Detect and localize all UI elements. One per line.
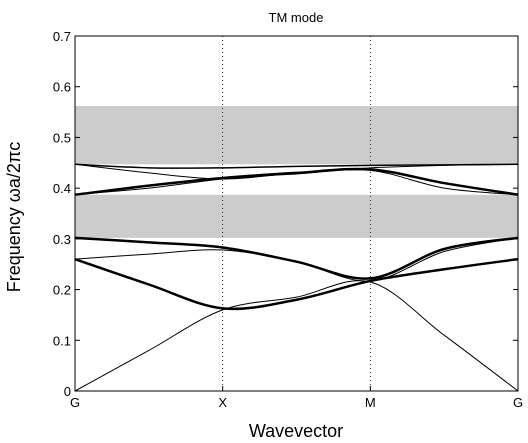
x-tick-label: G [513, 395, 523, 410]
x-tick-label: M [365, 395, 376, 410]
y-tick-label: 0 [64, 384, 71, 399]
band-gap-2 [75, 105, 518, 165]
band-2 [74, 257, 519, 311]
y-tick-label: 0.7 [53, 29, 71, 44]
y-tick-label: 0.5 [53, 130, 71, 145]
plot-frame [74, 35, 519, 392]
y-tick-label: 0.2 [53, 283, 71, 298]
band-gap-1 [75, 194, 518, 238]
y-tick-label: 0.4 [53, 181, 71, 196]
y-axis-label: Frequency ωa/2πc [4, 142, 24, 293]
band-1 [74, 280, 519, 392]
x-tick-label: G [70, 395, 80, 410]
y-tick-label: 0.1 [53, 333, 71, 348]
band-3 [74, 237, 519, 282]
y-tick-label: 0.6 [53, 80, 71, 95]
x-tick-label: X [218, 395, 227, 410]
band-8 [74, 163, 519, 169]
band-curves [74, 163, 519, 392]
band-gaps [75, 105, 518, 238]
y-tick-label: 0.3 [53, 232, 71, 247]
band-4 [74, 236, 519, 280]
chart-title: TM mode [269, 10, 324, 25]
x-axis-label: Wavevector [249, 421, 343, 441]
y-axis-ticks: 0 0.1 0.2 0.3 0.4 0.5 0.6 0.7 [53, 29, 518, 399]
